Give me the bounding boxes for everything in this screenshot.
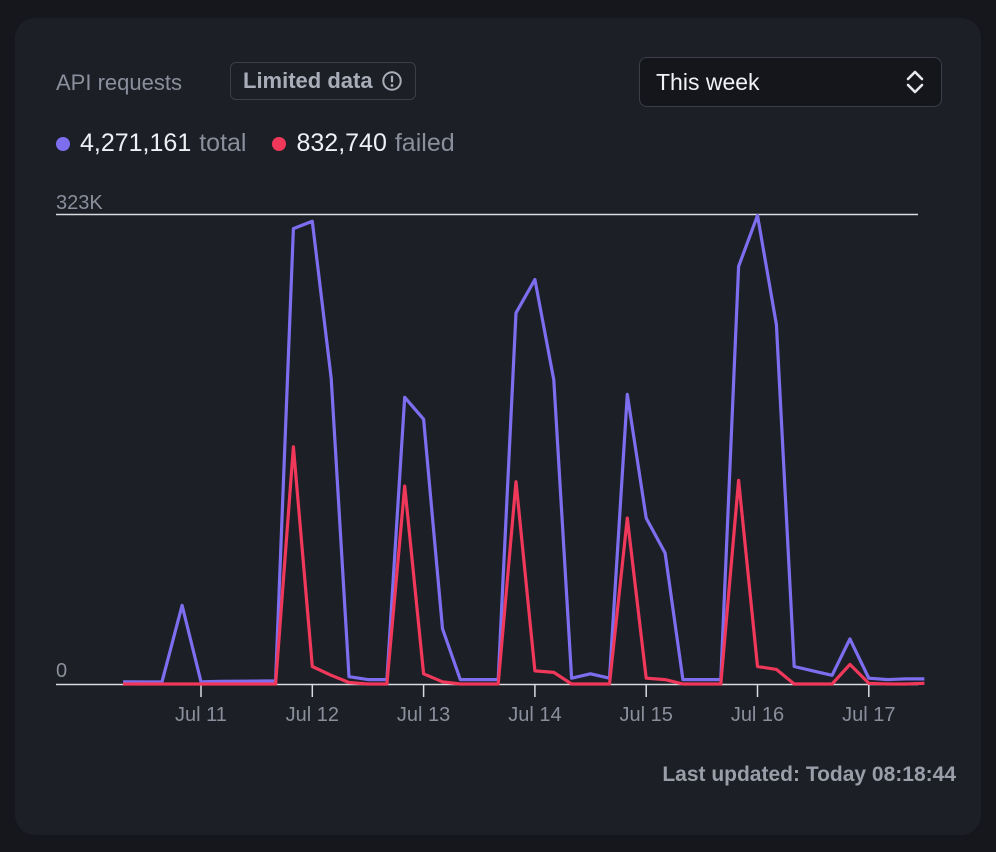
series-lines <box>123 213 925 686</box>
x-tick-label: Jul 13 <box>397 704 450 726</box>
x-tick-label: Jul 11 <box>175 704 227 726</box>
legend-failed-unit: failed <box>394 129 455 157</box>
y-min-label: 0 <box>56 660 67 682</box>
chevron-up-down-icon <box>906 70 924 94</box>
legend-failed-dot <box>272 136 287 151</box>
series-line-total <box>123 213 925 684</box>
legend-total: 4,271,161 total <box>56 129 246 158</box>
x-axis-ticks: Jul 11 Jul 12 Jul 13 Jul 14 Jul 15 Jul 16 Jul … <box>175 685 895 726</box>
badge-label: Limited data <box>243 68 373 93</box>
legend-failed: 832,740 failed <box>272 129 455 158</box>
chart-legend: 4,271,161 total 832,740 failed <box>56 129 455 158</box>
legend-total-value: 4,271,161 <box>80 129 192 157</box>
x-tick-label: Jul 16 <box>731 704 784 726</box>
series-line-failed <box>123 445 925 686</box>
legend-failed-value: 832,740 <box>296 129 387 157</box>
x-tick-label: Jul 15 <box>620 704 673 726</box>
info-circle-icon <box>381 71 402 91</box>
x-tick-label: Jul 12 <box>286 704 339 726</box>
api-requests-card <box>15 18 981 835</box>
limited-data-badge[interactable]: Limited data <box>230 62 416 100</box>
legend-total-unit: total <box>199 129 247 157</box>
last-updated-text: Last updated: Today 08:18:44 <box>662 763 956 786</box>
x-tick-label: Jul 17 <box>842 704 895 726</box>
time-range-value: This week <box>656 68 760 95</box>
x-tick-label: Jul 14 <box>508 704 561 726</box>
y-max-label: 323K <box>56 192 103 214</box>
card-title: API requests <box>56 70 182 95</box>
time-range-select[interactable]: This week <box>639 57 942 107</box>
legend-total-dot <box>56 136 70 151</box>
